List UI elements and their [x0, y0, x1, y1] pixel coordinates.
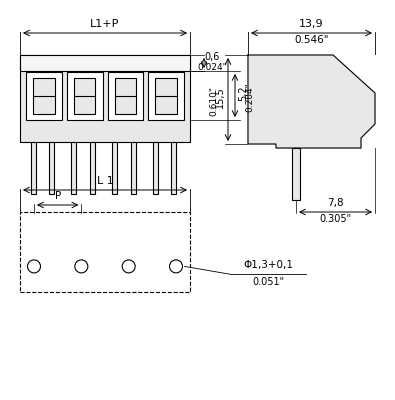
- Circle shape: [169, 260, 182, 273]
- Bar: [67, 72, 102, 120]
- Bar: [71, 142, 76, 194]
- Text: 0.610": 0.610": [209, 86, 218, 116]
- Text: L 1: L 1: [97, 176, 113, 186]
- Circle shape: [122, 260, 135, 273]
- Text: Φ1,3+0,1: Φ1,3+0,1: [243, 260, 293, 270]
- Text: 7,8: 7,8: [327, 198, 344, 208]
- Bar: [31, 142, 36, 194]
- Text: 0.024": 0.024": [197, 64, 227, 72]
- Bar: [148, 72, 184, 120]
- Text: 0.546": 0.546": [294, 35, 329, 45]
- Bar: [131, 142, 136, 194]
- Bar: [20, 55, 190, 71]
- Circle shape: [28, 260, 41, 273]
- Bar: [107, 72, 143, 120]
- Text: 0,6: 0,6: [204, 52, 220, 62]
- Text: 15,5: 15,5: [215, 87, 225, 108]
- Bar: [112, 142, 117, 194]
- Bar: [20, 212, 190, 292]
- Text: 0.305": 0.305": [320, 214, 352, 224]
- Text: 0.051": 0.051": [252, 278, 284, 287]
- Bar: [20, 55, 190, 142]
- Bar: [33, 78, 55, 114]
- Text: 13,9: 13,9: [299, 19, 324, 29]
- Circle shape: [75, 260, 88, 273]
- Text: 0.204": 0.204": [245, 83, 254, 112]
- Text: L1+P: L1+P: [90, 19, 120, 29]
- Bar: [153, 142, 158, 194]
- Bar: [292, 148, 300, 200]
- Bar: [90, 142, 95, 194]
- Text: P: P: [55, 191, 61, 201]
- Polygon shape: [248, 55, 375, 148]
- Bar: [49, 142, 54, 194]
- Bar: [74, 78, 95, 114]
- Bar: [115, 78, 136, 114]
- Bar: [155, 78, 177, 114]
- Text: 5,2: 5,2: [238, 86, 248, 101]
- Bar: [171, 142, 177, 194]
- Bar: [26, 72, 62, 120]
